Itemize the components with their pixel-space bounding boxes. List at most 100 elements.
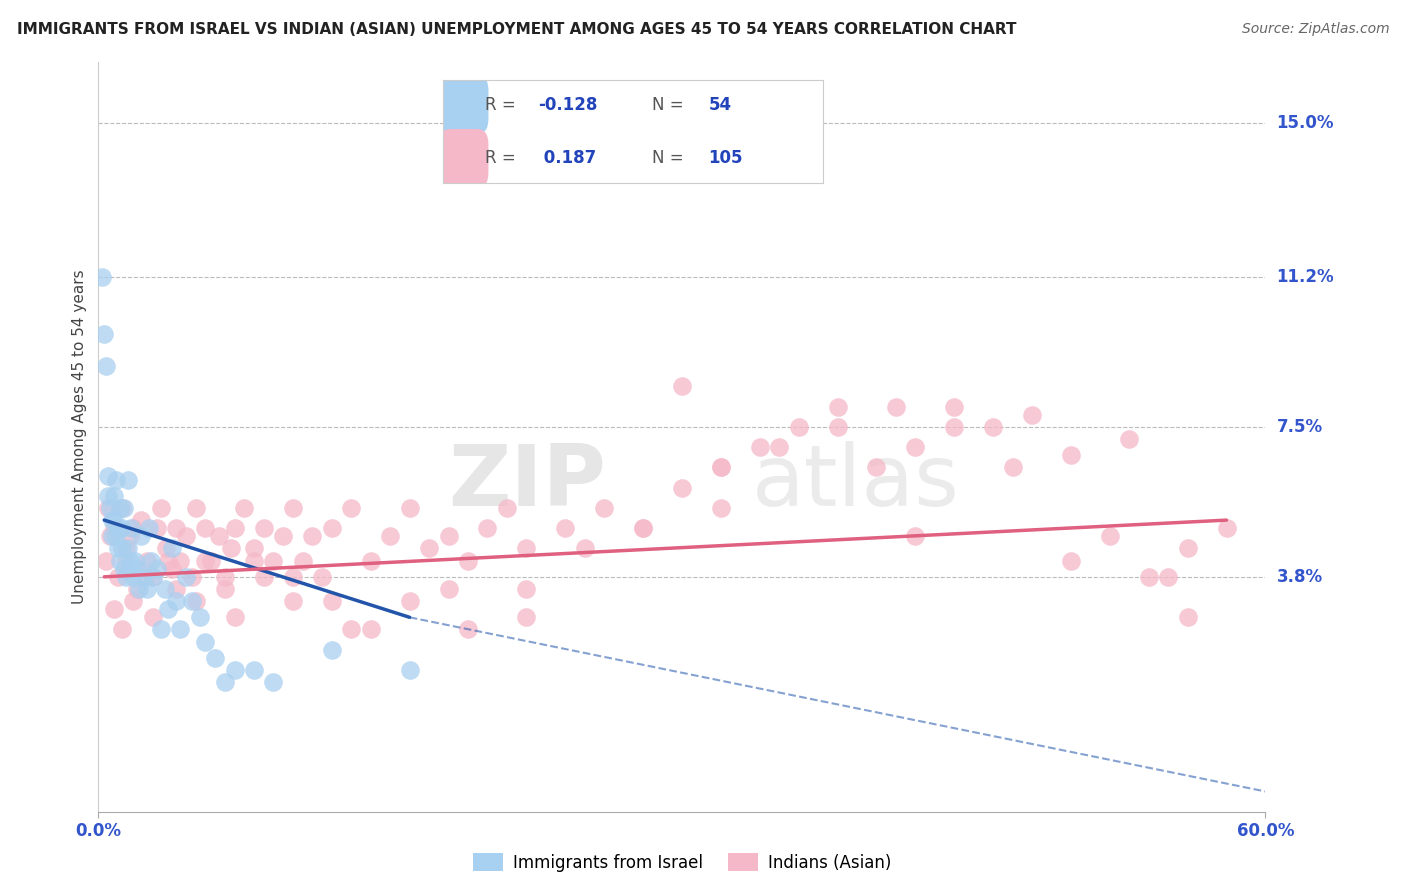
Point [149, 500, 172, 515]
Point [165, 521, 187, 535]
Point [457, 623, 479, 637]
Point [146, 521, 169, 535]
Text: R =: R = [485, 149, 520, 167]
Point [418, 541, 440, 556]
Point [321, 594, 343, 608]
Point [262, 675, 284, 690]
Text: R =: R = [485, 96, 520, 114]
Point [748, 440, 770, 454]
Point [157, 602, 180, 616]
Point [174, 529, 197, 543]
Point [103, 521, 125, 535]
Point [904, 529, 927, 543]
Point [194, 553, 217, 567]
Point [103, 602, 125, 616]
Point [200, 553, 222, 567]
Point [496, 500, 519, 515]
Text: 105: 105 [709, 149, 744, 167]
Text: 7.5%: 7.5% [1277, 418, 1323, 436]
Point [943, 420, 966, 434]
Point [155, 541, 177, 556]
Point [710, 460, 733, 475]
Point [787, 420, 810, 434]
Legend: Immigrants from Israel, Indians (Asian): Immigrants from Israel, Indians (Asian) [465, 847, 898, 879]
Point [111, 500, 134, 515]
Point [104, 473, 127, 487]
Point [97, 468, 120, 483]
Point [768, 440, 790, 454]
Point [710, 500, 733, 515]
Point [437, 529, 460, 543]
Point [515, 610, 537, 624]
Point [174, 570, 197, 584]
Text: ZIP: ZIP [449, 441, 606, 524]
Point [136, 553, 159, 567]
Point [118, 529, 141, 543]
Point [340, 623, 363, 637]
Point [262, 553, 284, 567]
Point [1098, 529, 1121, 543]
Point [398, 663, 420, 677]
Point [114, 553, 136, 567]
Point [1157, 570, 1180, 584]
Text: 54: 54 [709, 96, 731, 114]
Point [107, 521, 129, 535]
Point [224, 663, 246, 677]
Point [631, 521, 654, 535]
Point [243, 553, 266, 567]
Point [554, 521, 576, 535]
Point [291, 553, 314, 567]
Point [142, 570, 165, 584]
Point [271, 529, 294, 543]
FancyBboxPatch shape [439, 75, 488, 134]
Point [515, 582, 537, 596]
Point [91, 270, 114, 285]
Point [107, 541, 129, 556]
Point [157, 553, 180, 567]
Text: 3.8%: 3.8% [1277, 568, 1323, 586]
Point [208, 529, 231, 543]
Point [136, 582, 159, 596]
FancyBboxPatch shape [439, 129, 488, 188]
Point [96, 553, 118, 567]
Point [380, 529, 402, 543]
Point [593, 500, 616, 515]
Point [98, 500, 121, 515]
Point [97, 489, 120, 503]
Point [101, 529, 124, 543]
Point [243, 541, 266, 556]
Point [103, 489, 125, 503]
Point [118, 553, 141, 567]
Point [112, 562, 135, 576]
Point [1060, 553, 1083, 567]
Point [281, 570, 304, 584]
Point [107, 570, 129, 584]
Point [169, 623, 191, 637]
Point [122, 594, 145, 608]
Point [118, 562, 141, 576]
Text: 11.2%: 11.2% [1277, 268, 1334, 286]
Point [111, 541, 134, 556]
Point [121, 521, 143, 535]
Point [943, 400, 966, 414]
Point [311, 570, 333, 584]
Point [165, 594, 187, 608]
Point [281, 500, 304, 515]
Point [108, 553, 131, 567]
Point [153, 582, 176, 596]
Point [142, 570, 165, 584]
Point [233, 500, 256, 515]
Point [194, 634, 217, 648]
Point [1177, 610, 1199, 624]
Point [865, 460, 887, 475]
Point [101, 513, 124, 527]
Point [214, 570, 236, 584]
Point [321, 521, 343, 535]
Point [281, 594, 304, 608]
Point [114, 570, 136, 584]
Point [149, 623, 172, 637]
Point [132, 570, 155, 584]
Point [111, 623, 134, 637]
Text: -0.128: -0.128 [537, 96, 598, 114]
Point [340, 500, 363, 515]
